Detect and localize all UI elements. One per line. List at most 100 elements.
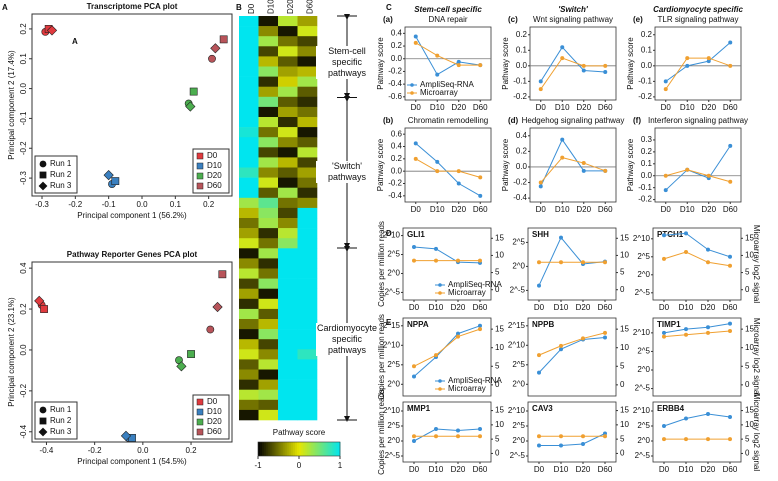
y-tick-label: 0.0 bbox=[19, 344, 28, 356]
colorbar-step bbox=[317, 442, 320, 456]
heatmap-cell bbox=[297, 187, 318, 199]
heatmap-cell bbox=[278, 207, 298, 219]
colorbar-step bbox=[286, 442, 290, 456]
y-tick-label: 2^5 bbox=[512, 238, 525, 247]
colorbar-step bbox=[309, 442, 312, 456]
heatmap-cell bbox=[297, 16, 318, 27]
y2-tick-label: 15 bbox=[620, 233, 629, 242]
series-line bbox=[663, 330, 731, 338]
series-line bbox=[540, 138, 606, 187]
heatmap-cell bbox=[297, 308, 318, 320]
plot-frame bbox=[527, 401, 617, 463]
y-tick-label: 0.0 bbox=[391, 54, 403, 63]
point bbox=[603, 63, 608, 68]
heatmap-cell bbox=[297, 46, 318, 57]
heatmap-cell bbox=[239, 238, 259, 249]
y-tick-label: -0.4 bbox=[388, 79, 402, 88]
heatmap-cell bbox=[258, 298, 279, 310]
y-tick-label: 0.2 bbox=[391, 154, 403, 163]
heatmap-cell bbox=[258, 248, 279, 259]
series-line bbox=[665, 169, 731, 183]
heatmap-cell bbox=[278, 268, 298, 279]
y2-tick-label: 5 bbox=[745, 434, 750, 443]
heatmap-cell bbox=[258, 147, 279, 158]
heatmap-cell bbox=[278, 409, 298, 421]
y-tick-label: 2^10 bbox=[633, 328, 651, 337]
point bbox=[34, 295, 45, 306]
point bbox=[706, 173, 711, 178]
heatmap-cell bbox=[258, 308, 279, 320]
heatmap-cell bbox=[278, 369, 298, 380]
heatmap-cell bbox=[278, 298, 298, 310]
point bbox=[185, 101, 196, 112]
y2-tick-label: 15 bbox=[745, 406, 754, 415]
point bbox=[478, 434, 482, 439]
y2-axis-label: Microarray log2 signal bbox=[752, 393, 761, 471]
chart-title: CAV3 bbox=[532, 404, 553, 413]
x-tick-label: D60 bbox=[723, 303, 738, 312]
plot-frame bbox=[652, 227, 742, 301]
point bbox=[412, 244, 416, 249]
y-tick-label: 2^-5 bbox=[510, 286, 526, 295]
y2-tick-label: 10 bbox=[745, 251, 754, 260]
y-tick-label: 2^0 bbox=[637, 436, 650, 445]
y2-tick-label: 10 bbox=[495, 251, 504, 260]
y-axis-label: Pathway score bbox=[376, 37, 385, 90]
point bbox=[663, 173, 668, 178]
heatmap-cell bbox=[239, 359, 259, 370]
point bbox=[728, 254, 732, 259]
heatmap-cell bbox=[258, 369, 279, 380]
y-tick-label: 2^-5 bbox=[510, 451, 526, 460]
plot-frame bbox=[402, 317, 492, 397]
point bbox=[559, 343, 563, 348]
heatmap-cell bbox=[278, 389, 298, 401]
heatmap-cell bbox=[297, 298, 318, 310]
y-tick-label: 2^0 bbox=[512, 436, 525, 445]
y-axis-label: Principal component 2 (23.1%) bbox=[7, 297, 16, 407]
y-tick-label: 2^-5 bbox=[385, 288, 401, 297]
x-tick-label: D60 bbox=[598, 465, 613, 474]
y-tick-label: 2^0 bbox=[387, 269, 400, 278]
heatmap-cell bbox=[297, 258, 318, 269]
point bbox=[706, 247, 710, 252]
colorbar-step bbox=[270, 442, 273, 456]
point bbox=[537, 260, 541, 265]
colorbar-tick-label: 0 bbox=[297, 461, 302, 470]
heatmap-cell bbox=[278, 76, 298, 87]
heatmap-cell bbox=[278, 127, 298, 138]
pathway-group-label: Cardiomyocyte specific pathways bbox=[316, 323, 378, 356]
point bbox=[478, 327, 482, 332]
legend-swatch bbox=[196, 182, 204, 190]
heatmap-cell bbox=[278, 278, 298, 289]
heatmap-cell bbox=[297, 329, 318, 340]
y-tick-label: 2^10 bbox=[633, 234, 651, 243]
y-tick-label: 2^-5 bbox=[635, 288, 651, 297]
heatmap-cell bbox=[239, 409, 259, 421]
x-tick-label: D20 bbox=[451, 465, 466, 474]
x-tick-label: D0 bbox=[409, 303, 420, 312]
heatmap-cell bbox=[278, 56, 298, 67]
heatmap-cell bbox=[258, 36, 279, 47]
x-tick-label: D60 bbox=[598, 205, 613, 214]
plot-frame bbox=[654, 127, 742, 203]
heatmap-cell bbox=[239, 86, 259, 98]
plot-frame bbox=[529, 26, 617, 101]
heatmap-cell bbox=[239, 187, 259, 199]
heatmap-cell bbox=[278, 36, 298, 47]
point bbox=[581, 434, 585, 439]
point bbox=[478, 323, 482, 328]
x-tick-label: D20 bbox=[576, 465, 591, 474]
y-tick-label: 2^-5 bbox=[635, 384, 651, 393]
y-tick-label: 0.1 bbox=[516, 45, 528, 54]
column-header: Stem-cell specific bbox=[414, 5, 482, 14]
y2-tick-label: 15 bbox=[495, 324, 504, 333]
legend-label: D20 bbox=[207, 171, 222, 180]
series-line bbox=[540, 157, 606, 183]
heatmap-cell bbox=[239, 268, 259, 279]
point bbox=[706, 56, 711, 61]
x-tick-label: D20 bbox=[576, 103, 591, 112]
heatmap-cell bbox=[297, 389, 318, 401]
legend-swatch bbox=[196, 152, 204, 160]
point bbox=[581, 168, 586, 173]
x-tick-label: D20 bbox=[451, 303, 466, 312]
